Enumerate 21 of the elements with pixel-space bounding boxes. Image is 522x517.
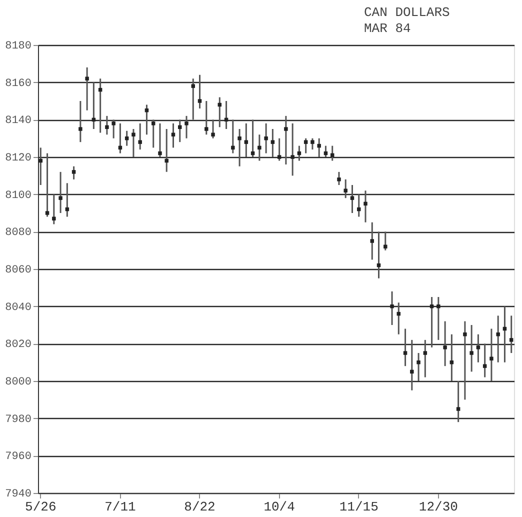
x-tick-label: 5/26 [25, 500, 56, 514]
x-tick-label: 10/4 [264, 500, 296, 514]
y-tick-label: 8040 [5, 302, 32, 314]
y-tick-label: 8020 [5, 339, 32, 352]
x-tick-label: 12/30 [418, 500, 458, 514]
y-tick-label: 8160 [5, 78, 32, 90]
y-tick-label: 8180 [5, 40, 32, 52]
y-tick-label: 8000 [5, 376, 32, 388]
y-tick-label: 8080 [5, 227, 32, 240]
x-tick-label: 7/11 [104, 500, 136, 514]
chart-subtitle: MAR 84 [364, 21, 412, 36]
y-tick-label: 8140 [5, 115, 32, 128]
x-tick-label: 11/15 [339, 500, 378, 514]
x-tick-label: 8/22 [184, 500, 216, 514]
y-tick-label: 8100 [5, 190, 32, 202]
y-tick-label: 7960 [5, 451, 32, 464]
y-tick-label: 7980 [5, 414, 32, 426]
chart-title: CAN DOLLARS [364, 5, 450, 20]
y-tick-label: 7940 [5, 488, 32, 500]
y-tick-label: 8120 [5, 152, 32, 164]
y-tick-label: 8060 [5, 264, 32, 276]
